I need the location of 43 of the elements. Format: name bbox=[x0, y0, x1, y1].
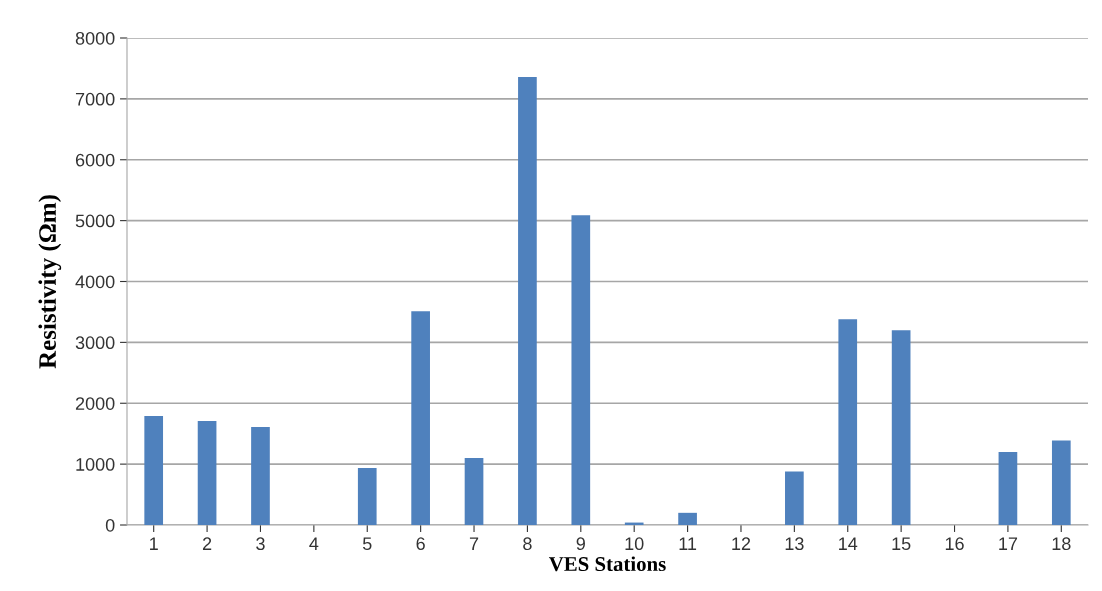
x-tick-label: 16 bbox=[945, 537, 964, 551]
bar bbox=[571, 215, 591, 525]
bar bbox=[464, 458, 484, 525]
y-tick-label: 1000 bbox=[76, 458, 115, 471]
bar bbox=[998, 451, 1018, 525]
x-tick-label: 13 bbox=[785, 537, 804, 551]
x-tick-label: 14 bbox=[839, 537, 858, 550]
x-axis-title: VES Stations bbox=[548, 556, 666, 572]
bar bbox=[197, 420, 217, 525]
x-tick-label: 18 bbox=[1052, 537, 1071, 551]
x-tick-label: 15 bbox=[892, 537, 911, 551]
y-tick-label: 6000 bbox=[75, 153, 115, 167]
bar bbox=[838, 319, 858, 525]
y-tick-label: 2000 bbox=[75, 397, 115, 410]
x-tick-label: 1 bbox=[150, 537, 158, 550]
y-tick-label: 3000 bbox=[75, 336, 115, 350]
bar bbox=[411, 311, 430, 525]
bar bbox=[678, 512, 697, 525]
y-tick-label: 4000 bbox=[75, 275, 115, 289]
y-tick-label: 8000 bbox=[75, 31, 115, 45]
x-tick-label: 11 bbox=[679, 537, 697, 550]
bar bbox=[891, 330, 911, 525]
x-tick-label: 12 bbox=[732, 537, 751, 550]
x-tick-label: 8 bbox=[523, 537, 532, 551]
x-tick-label: 4 bbox=[309, 537, 319, 550]
bar bbox=[144, 416, 164, 525]
x-tick-label: 9 bbox=[576, 537, 585, 551]
x-tick-label: 2 bbox=[202, 537, 212, 550]
bar bbox=[357, 468, 377, 525]
x-tick-label: 10 bbox=[625, 537, 644, 551]
bar bbox=[785, 471, 804, 525]
x-tick-label: 3 bbox=[256, 537, 265, 551]
x-tick-label: 6 bbox=[416, 537, 425, 551]
y-axis-title: Resistivity (Ωm) bbox=[38, 195, 62, 369]
bar bbox=[518, 76, 537, 525]
x-tick-label: 17 bbox=[999, 537, 1018, 550]
x-tick-label: 7 bbox=[469, 537, 479, 550]
y-tick-label: 0 bbox=[105, 518, 115, 532]
bar bbox=[1051, 440, 1071, 525]
x-tick-label: 5 bbox=[362, 537, 372, 551]
y-tick-label: 7000 bbox=[75, 92, 115, 106]
y-tick-label: 5000 bbox=[75, 214, 115, 228]
bar bbox=[251, 426, 270, 525]
